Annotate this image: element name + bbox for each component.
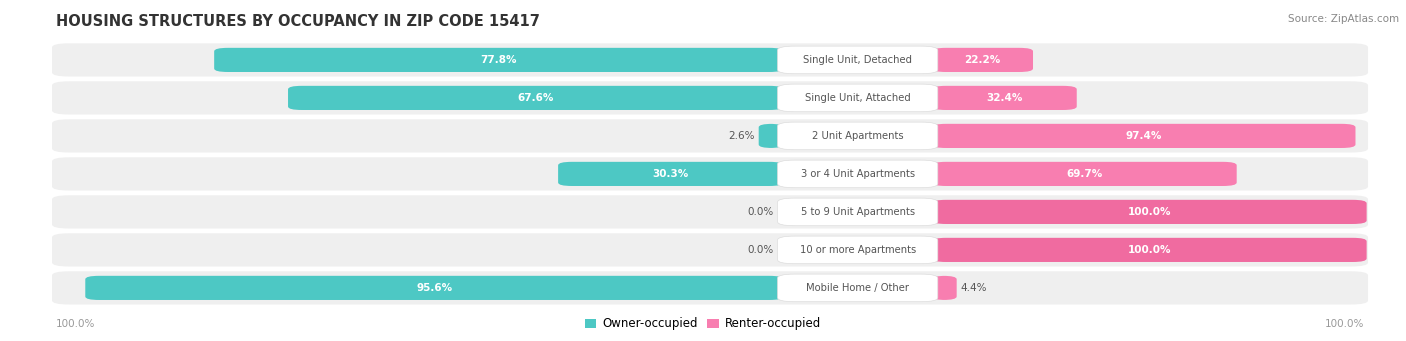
FancyBboxPatch shape	[778, 46, 938, 74]
FancyBboxPatch shape	[52, 233, 1368, 267]
FancyBboxPatch shape	[759, 124, 783, 148]
FancyBboxPatch shape	[52, 195, 1368, 228]
FancyBboxPatch shape	[932, 200, 1367, 224]
FancyBboxPatch shape	[214, 48, 783, 72]
Text: 100.0%: 100.0%	[56, 319, 96, 329]
FancyBboxPatch shape	[778, 198, 938, 226]
FancyBboxPatch shape	[778, 122, 938, 150]
Text: Mobile Home / Other: Mobile Home / Other	[806, 283, 910, 293]
Text: 5 to 9 Unit Apartments: 5 to 9 Unit Apartments	[800, 207, 915, 217]
Text: 100.0%: 100.0%	[1128, 245, 1171, 255]
Text: 97.4%: 97.4%	[1126, 131, 1161, 141]
FancyBboxPatch shape	[86, 276, 783, 300]
FancyBboxPatch shape	[52, 119, 1368, 152]
Text: Source: ZipAtlas.com: Source: ZipAtlas.com	[1288, 14, 1399, 24]
FancyBboxPatch shape	[288, 86, 783, 110]
Text: Single Unit, Detached: Single Unit, Detached	[803, 55, 912, 65]
FancyBboxPatch shape	[778, 160, 938, 188]
Text: 22.2%: 22.2%	[965, 55, 1001, 65]
Text: 100.0%: 100.0%	[1324, 319, 1364, 329]
Text: 32.4%: 32.4%	[986, 93, 1022, 103]
FancyBboxPatch shape	[932, 86, 1077, 110]
Text: 3 or 4 Unit Apartments: 3 or 4 Unit Apartments	[800, 169, 915, 179]
Text: 0.0%: 0.0%	[747, 207, 773, 217]
FancyBboxPatch shape	[778, 274, 938, 302]
FancyBboxPatch shape	[52, 81, 1368, 115]
Text: 0.0%: 0.0%	[747, 245, 773, 255]
Text: 2 Unit Apartments: 2 Unit Apartments	[811, 131, 904, 141]
FancyBboxPatch shape	[52, 43, 1368, 76]
FancyBboxPatch shape	[778, 84, 938, 112]
Text: 2.6%: 2.6%	[728, 131, 755, 141]
FancyBboxPatch shape	[932, 162, 1237, 186]
FancyBboxPatch shape	[778, 236, 938, 264]
Text: Single Unit, Attached: Single Unit, Attached	[804, 93, 911, 103]
Text: 100.0%: 100.0%	[1128, 207, 1171, 217]
Text: 67.6%: 67.6%	[517, 93, 554, 103]
FancyBboxPatch shape	[52, 157, 1368, 191]
FancyBboxPatch shape	[932, 238, 1367, 262]
Text: 77.8%: 77.8%	[481, 55, 517, 65]
Text: 10 or more Apartments: 10 or more Apartments	[800, 245, 915, 255]
Text: 30.3%: 30.3%	[652, 169, 689, 179]
FancyBboxPatch shape	[932, 276, 956, 300]
FancyBboxPatch shape	[932, 124, 1355, 148]
FancyBboxPatch shape	[52, 271, 1368, 305]
FancyBboxPatch shape	[932, 48, 1033, 72]
Text: 4.4%: 4.4%	[960, 283, 987, 293]
Text: 95.6%: 95.6%	[416, 283, 453, 293]
Legend: Owner-occupied, Renter-occupied: Owner-occupied, Renter-occupied	[579, 313, 827, 335]
Text: 69.7%: 69.7%	[1066, 169, 1102, 179]
Text: HOUSING STRUCTURES BY OCCUPANCY IN ZIP CODE 15417: HOUSING STRUCTURES BY OCCUPANCY IN ZIP C…	[56, 14, 540, 29]
FancyBboxPatch shape	[558, 162, 783, 186]
